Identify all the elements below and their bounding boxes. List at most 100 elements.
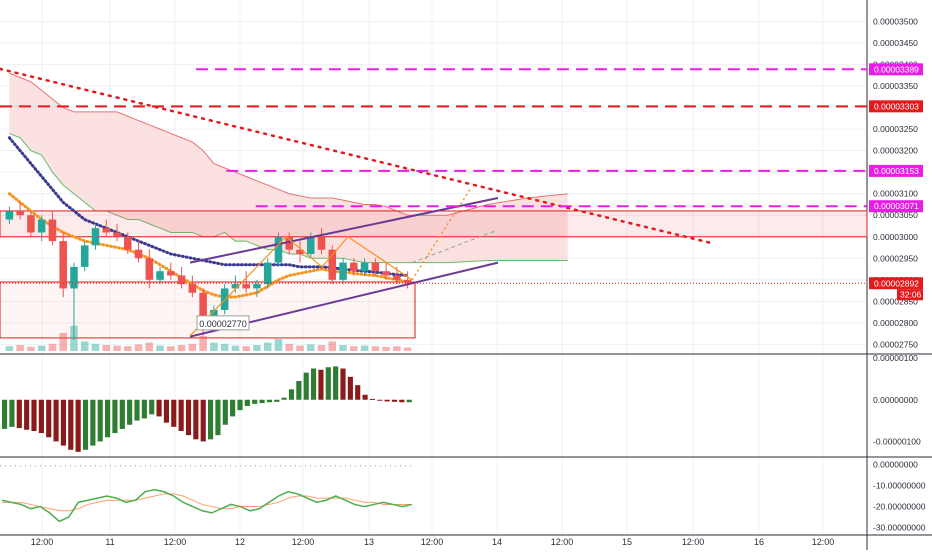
osc-bar[interactable] bbox=[237, 399, 243, 411]
osc-bar[interactable] bbox=[391, 399, 398, 402]
osc-bar[interactable] bbox=[252, 399, 258, 404]
candle-body[interactable] bbox=[360, 262, 369, 272]
osc-bar[interactable] bbox=[355, 385, 361, 400]
osc-bar[interactable] bbox=[119, 399, 125, 429]
price-axis[interactable]: 0.000035000.000034500.000034000.00003350… bbox=[869, 17, 926, 533]
osc-bar[interactable] bbox=[311, 368, 317, 400]
osc-bar[interactable] bbox=[362, 394, 368, 400]
candle-body[interactable] bbox=[48, 219, 57, 242]
level-axis-label: 0.00003153 bbox=[874, 166, 919, 176]
candle-body[interactable] bbox=[328, 249, 337, 280]
candle-body[interactable] bbox=[134, 249, 143, 259]
candle-body[interactable] bbox=[296, 249, 304, 254]
candle-body[interactable] bbox=[124, 236, 132, 250]
candle-body[interactable] bbox=[102, 228, 111, 233]
osc-bar[interactable] bbox=[296, 381, 302, 400]
candle-body[interactable] bbox=[199, 292, 207, 323]
osc-bar[interactable] bbox=[178, 399, 184, 431]
osc-bar[interactable] bbox=[208, 399, 214, 440]
osc-bar[interactable] bbox=[68, 399, 74, 450]
candle-body[interactable] bbox=[156, 271, 164, 280]
osc-bar[interactable] bbox=[230, 399, 236, 417]
candle-body[interactable] bbox=[242, 284, 250, 289]
candle-body[interactable] bbox=[177, 275, 186, 285]
candle-body[interactable] bbox=[274, 236, 283, 263]
candle-body[interactable] bbox=[339, 262, 347, 280]
time-axis[interactable]: 12:00 11 12:00 12 12:00 13 12:00 14 12:00 15 12:00… bbox=[31, 537, 835, 547]
osc-bar[interactable] bbox=[185, 399, 192, 436]
osc-bar[interactable] bbox=[259, 399, 265, 404]
candle-body[interactable] bbox=[403, 279, 412, 284]
osc-bar[interactable] bbox=[281, 397, 287, 400]
osc-bar[interactable] bbox=[274, 399, 280, 402]
candle-body[interactable] bbox=[27, 215, 35, 233]
osc-bar[interactable] bbox=[163, 399, 170, 423]
osc-bar[interactable] bbox=[406, 399, 412, 403]
osc-bar[interactable] bbox=[127, 399, 133, 425]
osc-bar[interactable] bbox=[266, 399, 273, 403]
candle-body[interactable] bbox=[188, 284, 197, 293]
osc-bar[interactable] bbox=[24, 399, 30, 430]
osc-bar[interactable] bbox=[149, 399, 155, 415]
osc-bar[interactable] bbox=[38, 399, 44, 434]
osc-bar[interactable] bbox=[215, 399, 221, 436]
candle-body[interactable] bbox=[317, 236, 326, 250]
candle-body[interactable] bbox=[16, 210, 24, 216]
osc-bar[interactable] bbox=[347, 376, 353, 400]
candle-body[interactable] bbox=[306, 236, 315, 254]
candle-body[interactable] bbox=[253, 284, 261, 289]
osc-bar[interactable] bbox=[377, 399, 383, 401]
candle-body[interactable] bbox=[167, 271, 175, 276]
candle-body[interactable] bbox=[382, 271, 390, 276]
osc-bar[interactable] bbox=[325, 367, 331, 400]
osc-bar[interactable] bbox=[82, 399, 89, 450]
osc-bar[interactable] bbox=[16, 399, 22, 429]
osc-bar[interactable] bbox=[222, 399, 228, 425]
osc-bar[interactable] bbox=[340, 368, 346, 400]
osc-bar[interactable] bbox=[171, 399, 177, 427]
candle-body[interactable] bbox=[37, 219, 46, 233]
osc-bar[interactable] bbox=[156, 399, 162, 417]
osc-bar[interactable] bbox=[200, 399, 206, 442]
candle-body[interactable] bbox=[371, 262, 380, 272]
osc-bar[interactable] bbox=[2, 399, 8, 429]
rsi-panel[interactable] bbox=[0, 465, 413, 523]
candle-body[interactable] bbox=[263, 262, 272, 285]
osc-bar[interactable] bbox=[303, 372, 309, 400]
candle-body[interactable] bbox=[59, 241, 67, 289]
candle-body[interactable] bbox=[231, 284, 240, 289]
candle-body[interactable] bbox=[145, 258, 154, 280]
osc-bar[interactable] bbox=[105, 399, 111, 438]
osc-bar[interactable] bbox=[244, 399, 250, 406]
osc-bar[interactable] bbox=[31, 399, 37, 431]
osc-bar[interactable] bbox=[369, 398, 376, 400]
candle-body[interactable] bbox=[350, 262, 358, 272]
osc-bar[interactable] bbox=[288, 389, 295, 400]
candle-body[interactable] bbox=[70, 266, 78, 289]
osc-bar[interactable] bbox=[318, 369, 324, 400]
osc-bar[interactable] bbox=[134, 399, 140, 421]
osc-bar[interactable] bbox=[75, 399, 81, 452]
osc-bar[interactable] bbox=[193, 399, 199, 440]
candle-body[interactable] bbox=[80, 245, 89, 267]
oscillator-panel[interactable] bbox=[2, 366, 412, 452]
candle-body[interactable] bbox=[91, 228, 100, 246]
osc-bar[interactable] bbox=[112, 399, 118, 434]
candle-body[interactable] bbox=[113, 232, 121, 237]
price-panel[interactable]: 0.00002770 bbox=[0, 67, 868, 351]
osc-bar[interactable] bbox=[60, 399, 67, 446]
candle-body[interactable] bbox=[393, 275, 401, 280]
osc-bar[interactable] bbox=[97, 399, 103, 442]
osc-bar[interactable] bbox=[333, 366, 339, 400]
osc-bar[interactable] bbox=[384, 399, 390, 402]
osc-bar[interactable] bbox=[53, 399, 59, 442]
osc-bar[interactable] bbox=[141, 399, 147, 419]
osc-bar[interactable] bbox=[399, 399, 405, 403]
osc-bar[interactable] bbox=[46, 399, 52, 438]
osc-bar[interactable] bbox=[90, 399, 96, 446]
candle-body[interactable] bbox=[285, 236, 293, 250]
osc-bar[interactable] bbox=[9, 399, 15, 427]
candle-body[interactable] bbox=[5, 210, 14, 220]
